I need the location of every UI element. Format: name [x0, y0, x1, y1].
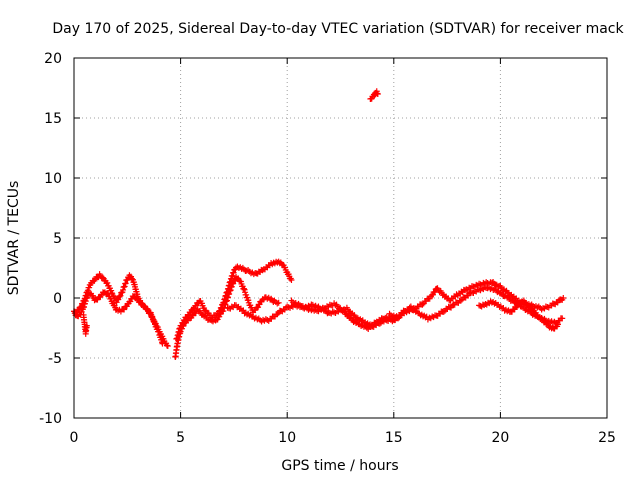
y-tick-label: 15	[44, 111, 62, 127]
data-point	[457, 297, 464, 304]
axis-ticks: 0 5 10 15 20 25 -10 -5 0 5 10 15 20	[39, 51, 616, 446]
y-tick-label: -5	[48, 351, 62, 367]
data-point	[230, 269, 237, 276]
series-arc-h	[386, 279, 567, 321]
data-point	[229, 272, 236, 279]
data-point	[128, 275, 135, 282]
y-tick-label: -10	[39, 411, 62, 427]
series-arc-g	[288, 284, 566, 333]
data-point	[82, 298, 89, 305]
data-point	[554, 321, 561, 328]
x-tick-label: 25	[598, 430, 616, 446]
x-tick-label: 15	[385, 430, 403, 446]
data-point	[374, 91, 381, 97]
grid	[74, 58, 607, 418]
y-tick-label: 10	[44, 171, 62, 187]
data-point	[275, 299, 282, 306]
chart-title: Day 170 of 2025, Sidereal Day-to-day VTE…	[52, 21, 624, 37]
series-arc-i	[367, 88, 381, 102]
data-point	[240, 285, 247, 292]
series-arc-j	[476, 297, 561, 332]
x-axis-label: GPS time / hours	[281, 458, 398, 474]
data-point	[440, 308, 447, 315]
data-point	[164, 343, 171, 349]
y-axis-label: SDTVAR / TECUs	[6, 181, 22, 296]
data-point	[104, 290, 111, 297]
data-point	[202, 307, 209, 314]
data-points	[71, 88, 567, 360]
plot-frame	[73, 57, 608, 419]
series-arc-b	[71, 289, 171, 349]
data-point	[274, 300, 281, 307]
data-point	[559, 315, 566, 322]
data-point	[217, 307, 224, 314]
data-point	[84, 294, 91, 301]
data-point	[331, 309, 338, 316]
data-point	[513, 303, 520, 310]
data-point	[288, 277, 295, 283]
data-point	[419, 301, 426, 308]
y-tick-label: 0	[53, 291, 62, 307]
data-point	[146, 310, 153, 317]
x-tick-label: 0	[70, 430, 79, 446]
series-arc-e	[173, 258, 295, 342]
data-point	[423, 313, 430, 320]
data-point	[153, 322, 160, 329]
data-point	[264, 317, 271, 323]
data-point	[117, 292, 124, 299]
y-tick-label: 5	[53, 231, 62, 247]
data-point	[218, 304, 225, 311]
x-tick-label: 20	[491, 430, 509, 446]
series-arc-c	[80, 311, 90, 337]
data-point	[121, 306, 128, 313]
x-tick-label: 10	[278, 430, 296, 446]
x-tick-label: 5	[176, 430, 185, 446]
data-point	[83, 322, 90, 329]
data-point	[560, 295, 567, 301]
data-point	[99, 274, 106, 281]
data-point	[274, 311, 281, 318]
y-tick-label: 20	[44, 51, 62, 67]
